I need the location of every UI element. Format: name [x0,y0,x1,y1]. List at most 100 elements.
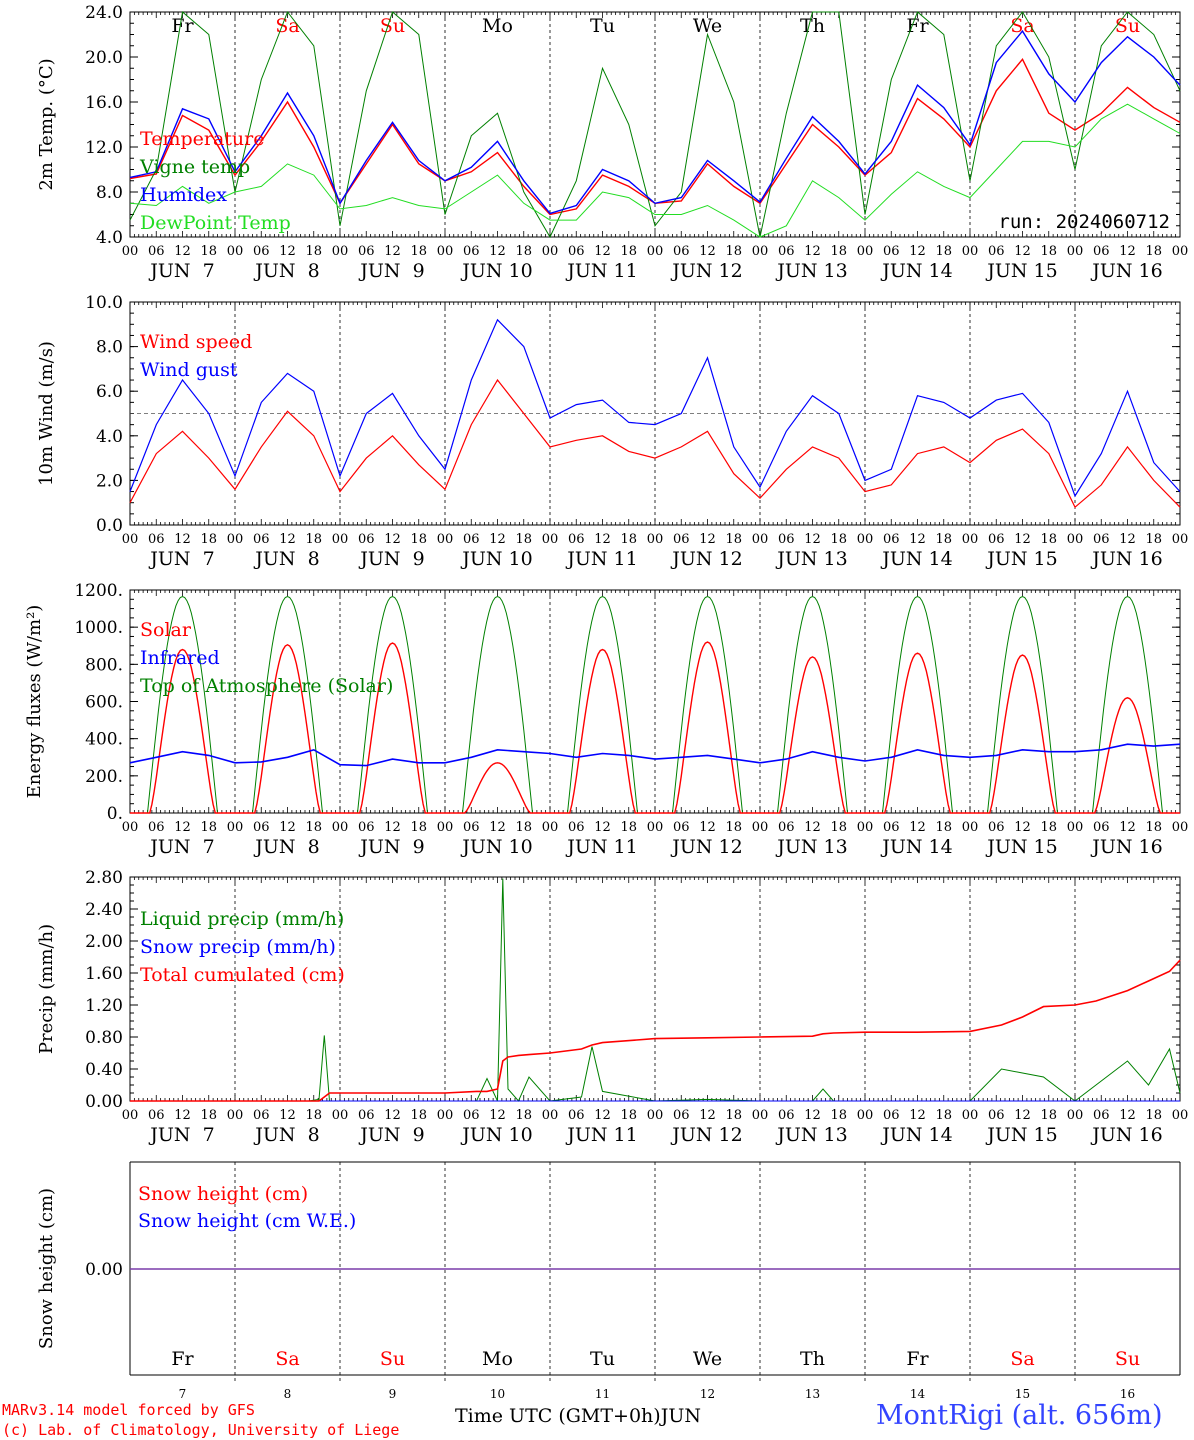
date-label: JUN 14 [880,260,952,282]
hour-tick-label: 12 [909,820,926,835]
weekday-label: We [693,1348,722,1370]
hour-tick-label: 18 [305,1108,322,1123]
hour-tick-label: 12 [174,532,191,547]
hour-tick-label: 12 [594,244,611,259]
series-vigne-temp [129,10,1181,239]
hour-tick-label: 06 [883,244,900,259]
hour-tick-label: 18 [935,244,952,259]
hour-tick-label: 00 [332,532,349,547]
hour-tick-label: 18 [305,244,322,259]
date-label: JUN 15 [985,260,1057,282]
weekday-label: Su [380,15,405,37]
hour-tick-label: 12 [909,1108,926,1123]
legend-solar: Solar [140,619,192,641]
weekday-label: Tu [590,15,615,37]
legend-dewpoint-temp: DewPoint Temp [140,212,291,234]
y-tick-label: 2.00 [85,932,123,952]
hour-tick-label: 06 [1093,1108,1110,1123]
day-number-label: 11 [595,1387,610,1401]
legend-wind-speed: Wind speed [140,331,252,353]
time-axis-label: Time UTC (GMT+0h)JUN [455,1405,701,1427]
hour-tick-label: 00 [857,820,874,835]
date-label: JUN 14 [880,548,952,570]
y-tick-label: 16.0 [85,93,123,113]
hour-tick-label: 18 [620,244,637,259]
hour-tick-label: 00 [752,532,769,547]
hour-tick-label: 12 [489,532,506,547]
weekday-label: Sa [1010,1348,1034,1370]
hour-tick-label: 12 [279,244,296,259]
hour-tick-label: 06 [148,532,165,547]
date-label: JUN 15 [985,548,1057,570]
weekday-label: Mo [482,15,513,37]
hour-tick-label: 18 [305,532,322,547]
hour-tick-label: 06 [778,1108,795,1123]
hour-tick-label: 18 [410,1108,427,1123]
y-tick-label: 0.40 [85,1060,123,1080]
date-label: JUN 11 [565,1124,637,1146]
hour-tick-label: 12 [804,244,821,259]
y-tick-label: 600. [85,693,123,713]
y-tick-label: 0.0 [96,516,123,536]
day-number-label: 14 [910,1387,926,1401]
date-label: JUN 12 [670,836,742,858]
legend-liquid-precip-mm-h-: Liquid precip (mm/h) [140,908,344,930]
hour-tick-label: 12 [1014,244,1031,259]
y-tick-label: 2.40 [85,900,123,920]
hour-tick-label: 00 [647,820,664,835]
hour-tick-label: 06 [568,532,585,547]
legend-wind-gust: Wind gust [140,359,238,381]
hour-tick-label: 00 [1067,820,1084,835]
y-tick-label: 8.0 [96,183,123,203]
hour-tick-label: 00 [962,532,979,547]
hour-tick-label: 00 [227,244,244,259]
hour-tick-label: 00 [332,1108,349,1123]
hour-tick-label: 06 [463,1108,480,1123]
hour-tick-label: 18 [410,532,427,547]
hour-tick-label: 12 [1119,1108,1136,1123]
date-label: JUN 15 [985,1124,1057,1146]
y-tick-label: 0.80 [85,1028,123,1048]
hour-tick-label: 12 [594,532,611,547]
weekday-label: Mo [482,1348,513,1370]
date-label: JUN 13 [775,836,847,858]
date-label: JUN 7 [148,548,214,570]
y-axis-label-2: 10m Wind (m/s) [36,341,57,486]
hour-tick-label: 00 [122,1108,139,1123]
hour-tick-label: 06 [988,820,1005,835]
hour-tick-label: 06 [358,244,375,259]
date-label: JUN 13 [775,1124,847,1146]
y-tick-label: 8.0 [96,338,123,358]
hour-tick-label: 18 [200,532,217,547]
date-label: JUN 14 [880,836,952,858]
hour-tick-label: 00 [332,820,349,835]
y-axis-label-3: Energy fluxes (W/m²) [24,605,45,799]
hour-tick-label: 00 [437,244,454,259]
hour-tick-label: 18 [935,532,952,547]
hour-tick-label: 00 [542,1108,559,1123]
day-number-label: 16 [1120,1387,1135,1401]
hour-tick-label: 18 [830,820,847,835]
hour-tick-label: 00 [962,244,979,259]
series-infrared [129,743,1181,767]
hour-tick-label: 06 [358,1108,375,1123]
series-dewpoint-temp [129,103,1181,238]
legend-vigne-temp: Vigne temp [139,156,250,178]
hour-tick-label: 00 [962,1108,979,1123]
hour-tick-label: 12 [594,820,611,835]
hour-tick-label: 06 [988,532,1005,547]
date-label: JUN 16 [1090,836,1162,858]
y-tick-label: 1.20 [85,996,123,1016]
hour-tick-label: 06 [463,820,480,835]
hour-tick-label: 18 [200,820,217,835]
hour-tick-label: 00 [542,820,559,835]
hour-tick-label: 00 [227,532,244,547]
series-temperature [129,58,1181,216]
hour-tick-label: 00 [437,1108,454,1123]
y-tick-label: 10.0 [85,293,123,313]
day-number-label: 9 [389,1387,397,1401]
hour-tick-label: 18 [1145,532,1162,547]
y-axis-label-1: 2m Temp. (°C) [36,58,57,190]
hour-tick-label: 18 [725,244,742,259]
